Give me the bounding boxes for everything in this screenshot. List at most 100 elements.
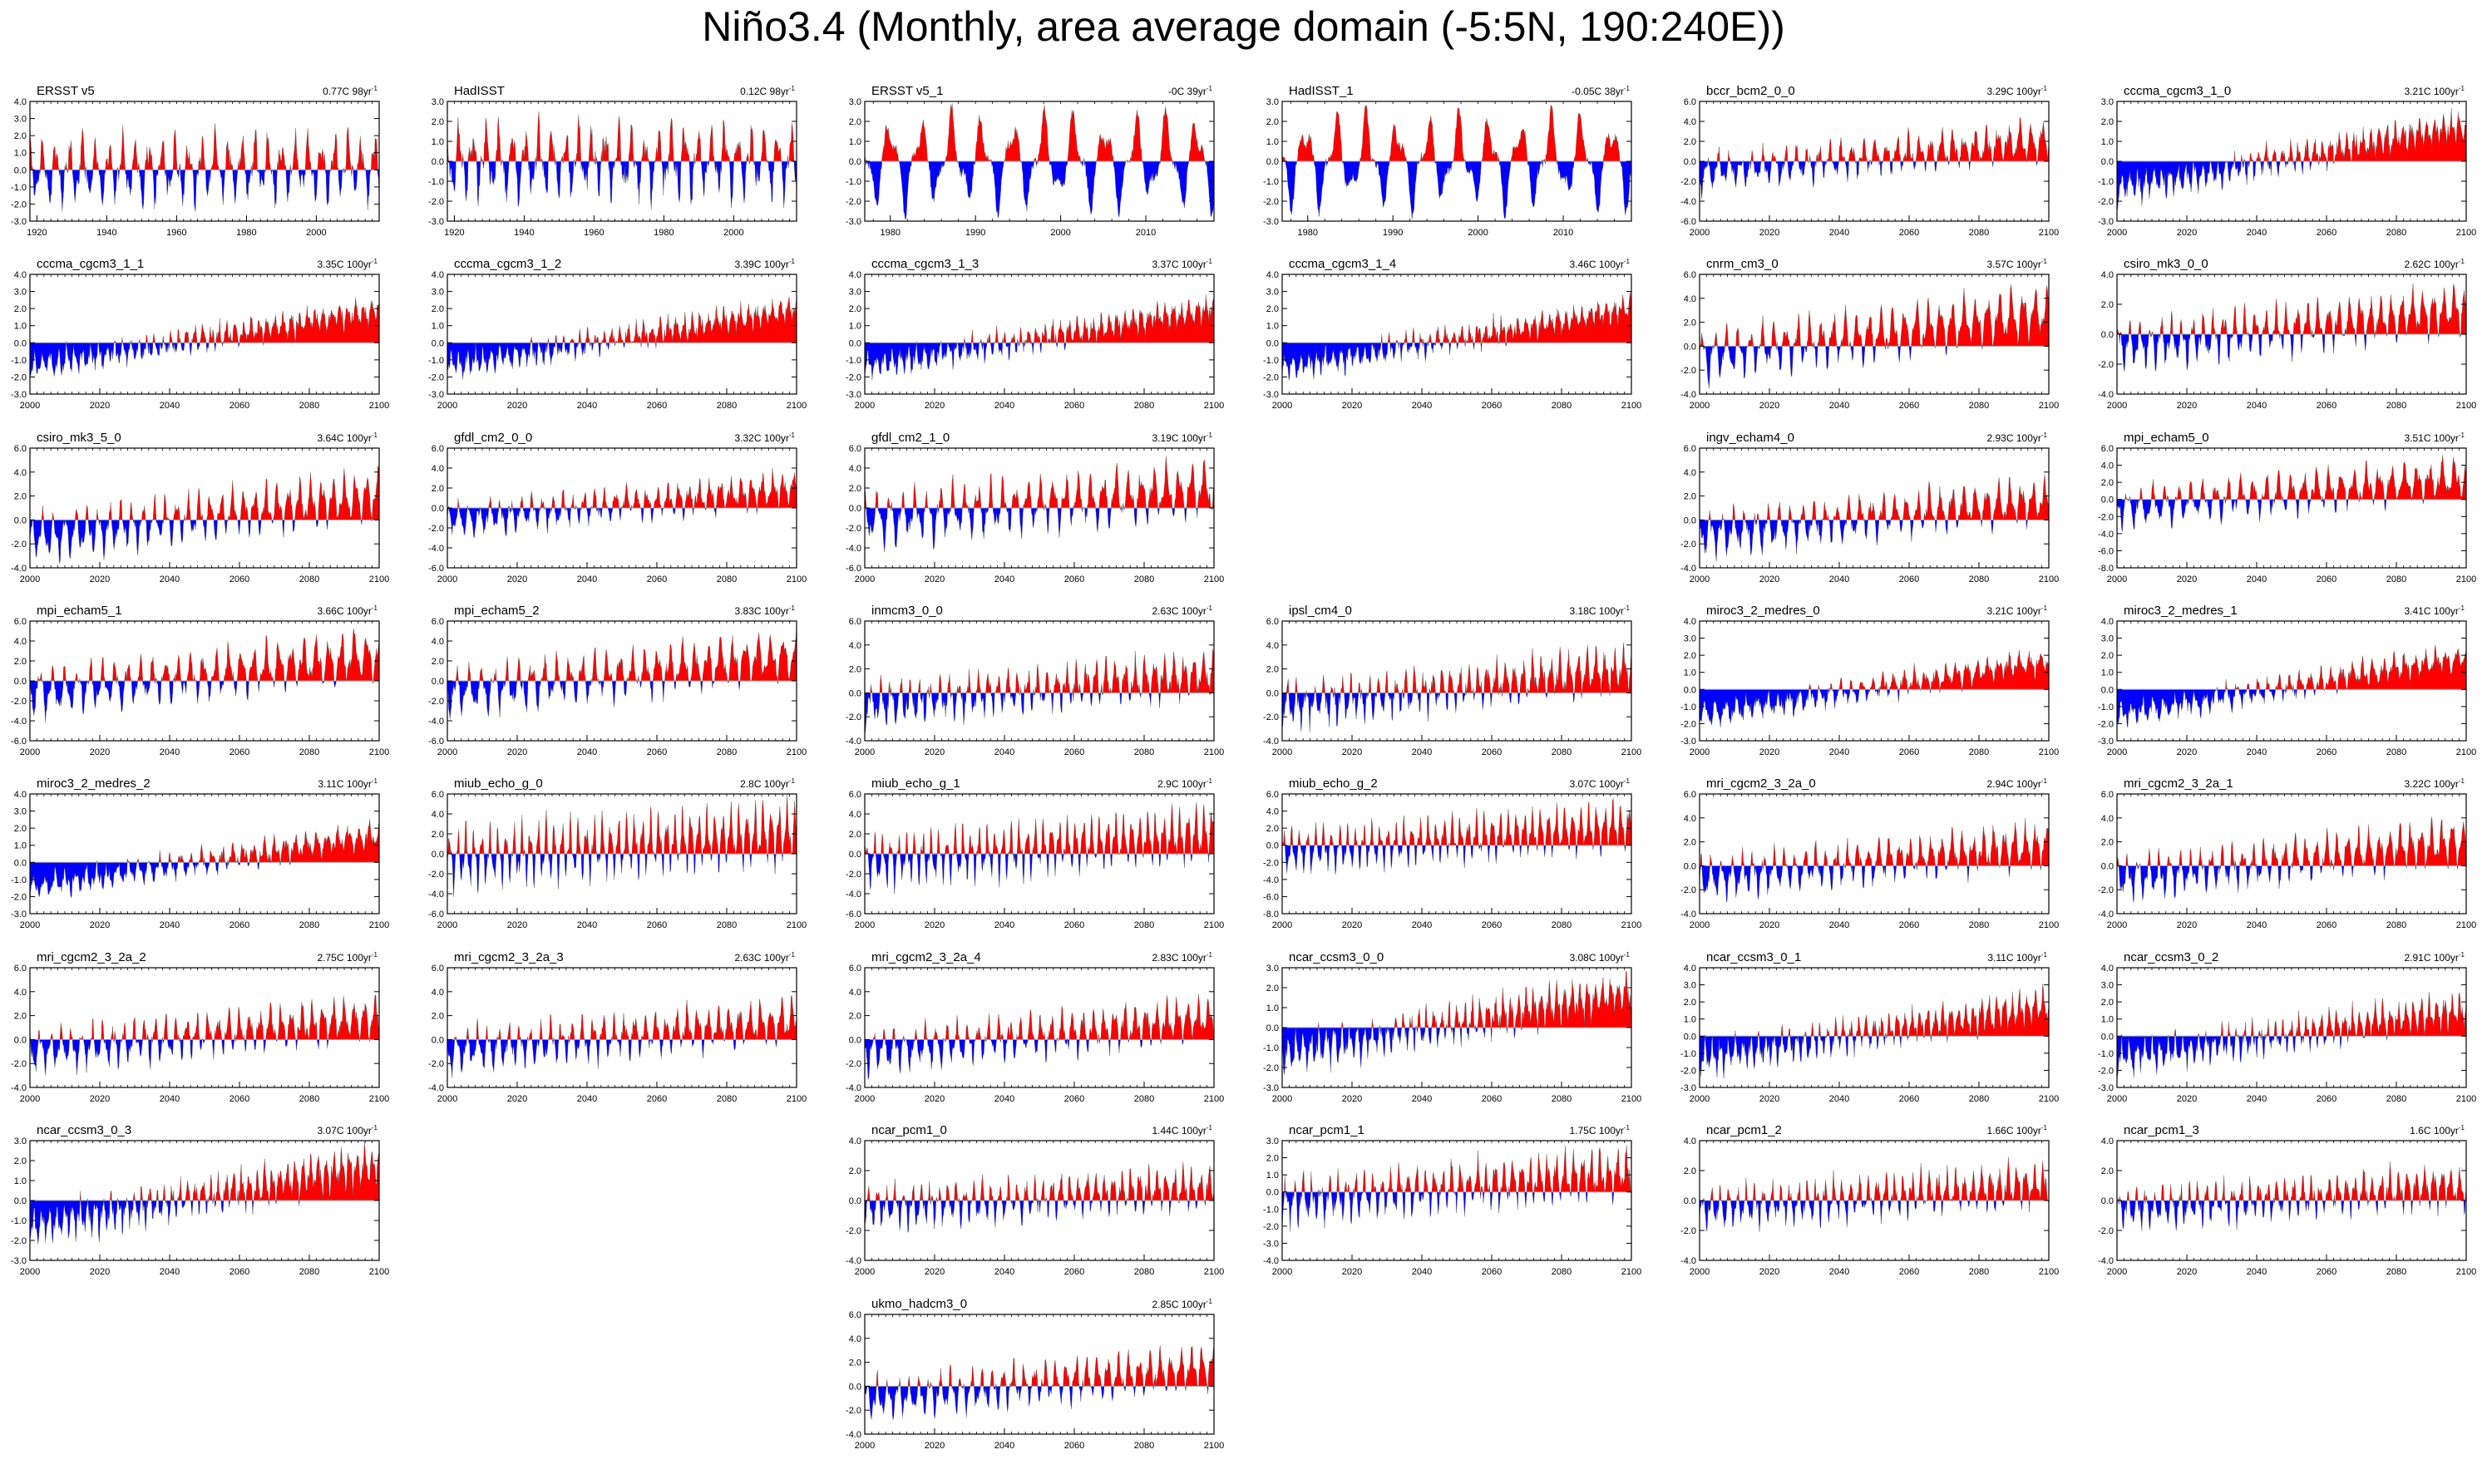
y-tick-label: -2.0: [2098, 197, 2114, 207]
chart-ncar-ccsm3-0-3: ncar_ccsm3_0_3 3.07C 100yr-1 3.0 2.0 1.0 0.0 -…: [11, 1123, 389, 1277]
y-tick-label: -2.0: [1263, 1063, 1279, 1073]
y-tick-label: -2.0: [1680, 366, 1696, 376]
y-tick-label: 0.0: [432, 338, 444, 348]
panel-ersst-v5: ERSST v5 0.77C 98yr-1 4.0 3.0 2.0 1.0 0.0 -1.0 -…: [0, 76, 396, 238]
x-tick-label: 2020: [90, 920, 110, 930]
y-tick-label: 2.0: [432, 830, 444, 840]
y-tick-label: -6.0: [428, 737, 444, 747]
x-tick-label: 2040: [160, 920, 180, 930]
y-tick-label: -4.0: [1263, 737, 1279, 747]
negative-anomaly-area: [30, 862, 379, 900]
trend-label: 3.11C 100yr-1: [318, 777, 377, 790]
y-tick-label: 2.0: [1266, 665, 1279, 675]
x-tick-label: 2100: [2456, 574, 2476, 584]
x-tick-label: 2060: [647, 747, 667, 757]
x-tick-label: 2040: [160, 401, 180, 411]
x-tick-label: 2040: [577, 574, 597, 584]
plot-frame: [864, 620, 1215, 742]
positive-anomaly-area: [2117, 455, 2466, 500]
y-tick-label: -6.0: [846, 564, 861, 574]
y-tick-label: 0.0: [432, 504, 444, 514]
x-tick-label: 2060: [1899, 228, 1919, 238]
y-tick-label: 0.0: [849, 504, 861, 514]
x-tick-label: 2000: [855, 747, 875, 757]
y-tick-label: -6.0: [846, 910, 861, 919]
y-tick-label: -1.0: [846, 177, 861, 187]
positive-anomaly-area: [30, 819, 379, 863]
x-tick-label: 2060: [1064, 1094, 1084, 1104]
y-tick-label: -4.0: [846, 1083, 861, 1093]
chart-inmcm3-0-0: inmcm3_0_0 2.63C 100yr-1 6.0 4.0 2.0 0.0 -2.0 -…: [846, 604, 1224, 757]
x-tick-label: 2040: [994, 574, 1014, 584]
y-tick-label: -2.0: [11, 372, 27, 382]
trend-label: 3.35C 100yr-1: [318, 258, 378, 270]
x-tick-label: 2100: [1204, 401, 1224, 411]
x-tick-label: 2020: [925, 1094, 945, 1104]
y-tick-label: 2.0: [849, 484, 861, 494]
y-tick-label: 2.0: [2101, 117, 2114, 127]
x-tick-label: 2080: [1552, 920, 1572, 930]
x-tick-label: 2080: [1134, 1094, 1154, 1104]
y-tick-label: -1.0: [11, 183, 27, 193]
y-tick-label: 1.0: [1266, 1003, 1279, 1013]
negative-anomaly-area: [1700, 1036, 2049, 1079]
x-tick-label: 2000: [437, 1094, 457, 1104]
x-tick-label: 2100: [2456, 401, 2476, 411]
trend-label: 3.39C 100yr-1: [735, 258, 796, 270]
y-tick-label: -2.0: [428, 524, 444, 534]
plot-frame: [1281, 101, 1632, 222]
positive-anomaly-area: [865, 648, 1214, 693]
y-tick-label: -3.0: [428, 390, 444, 400]
panel-title: miub_echo_g_2: [1289, 777, 1378, 791]
y-tick-label: 2.0: [2101, 651, 2114, 661]
x-tick-label: 2040: [577, 747, 597, 757]
trend-label: 0.12C 98yr-1: [740, 85, 795, 97]
y-tick-label: -1.0: [1263, 356, 1279, 366]
plot-frame: [2116, 447, 2467, 569]
plot-frame: [2116, 101, 2467, 222]
panel-title: cccma_cgcm3_1_4: [1289, 257, 1396, 271]
positive-anomaly-area: [1700, 117, 2049, 161]
x-tick-label: 2020: [1759, 401, 1779, 411]
y-tick-label: 2.0: [849, 117, 861, 127]
x-tick-label: 1980: [654, 228, 674, 238]
negative-anomaly-area: [2117, 1036, 2466, 1078]
positive-anomaly-area: [865, 294, 1214, 343]
x-tick-label: 2060: [2317, 574, 2336, 584]
chart-cccma-cgcm3-1-2: cccma_cgcm3_1_2 3.39C 100yr-1 4.0 3.0 2.0 1.0…: [428, 257, 807, 411]
y-tick-label: 0.0: [432, 850, 444, 860]
panel-miroc3-2-medres-0: miroc3_2_medres_0 3.21C 100yr-1 4.0 3.0 2.0 1…: [1670, 596, 2065, 757]
y-tick-label: 1.0: [14, 841, 27, 851]
chart-hadisst-1: HadISST_1 -0.05C 38yr-1 3.0 2.0 1.0 0.0 -1.0 -2…: [1263, 84, 1632, 238]
y-tick-label: -2.0: [1680, 885, 1696, 895]
y-tick-label: -1.0: [11, 875, 27, 885]
plot-frame: [2116, 967, 2467, 1088]
x-tick-label: 2000: [1690, 401, 1710, 411]
panel-miub-echo-g-1: miub_echo_g_1 2.9C 100yr-1 6.0 4.0 2.0 0.0 -2.…: [835, 769, 1231, 930]
series-line: [29, 1141, 380, 1245]
y-tick-label: -2.0: [2098, 512, 2114, 522]
x-tick-label: 2000: [306, 228, 326, 238]
x-tick-label: 2020: [1759, 747, 1779, 757]
x-tick-label: 2080: [1552, 1094, 1572, 1104]
y-tick-label: -6.0: [11, 737, 27, 747]
trend-label: 3.29C 100yr-1: [1987, 85, 2048, 97]
panel-title: gfdl_cm2_1_0: [871, 431, 950, 445]
y-tick-label: -3.0: [1263, 217, 1279, 227]
x-tick-label: 2040: [994, 920, 1014, 930]
negative-anomaly-area: [1282, 161, 1631, 219]
negative-anomaly-area: [865, 1039, 1214, 1080]
x-tick-label: 2080: [299, 574, 319, 584]
panel-title: cccma_cgcm3_1_3: [871, 257, 979, 271]
y-tick-label: 2.0: [1266, 117, 1279, 127]
y-tick-label: -8.0: [1263, 910, 1279, 919]
chart-miub-echo-g-1: miub_echo_g_1 2.9C 100yr-1 6.0 4.0 2.0 0.0 -2.…: [846, 777, 1224, 930]
x-tick-label: 2000: [20, 574, 40, 584]
y-tick-label: 3.0: [432, 288, 444, 298]
panel-cccma-cgcm3-1-1: cccma_cgcm3_1_1 3.35C 100yr-1 4.0 3.0 2.0 1.0…: [0, 249, 396, 411]
x-tick-label: 2040: [2247, 920, 2267, 930]
x-tick-label: 2080: [1134, 747, 1154, 757]
panel-title: cccma_cgcm3_1_1: [37, 257, 144, 271]
panel-csiro-mk3-5-0: csiro_mk3_5_0 3.64C 100yr-1 6.0 4.0 2.0 0.0 -2…: [0, 423, 396, 584]
y-tick-label: -4.0: [428, 890, 444, 900]
